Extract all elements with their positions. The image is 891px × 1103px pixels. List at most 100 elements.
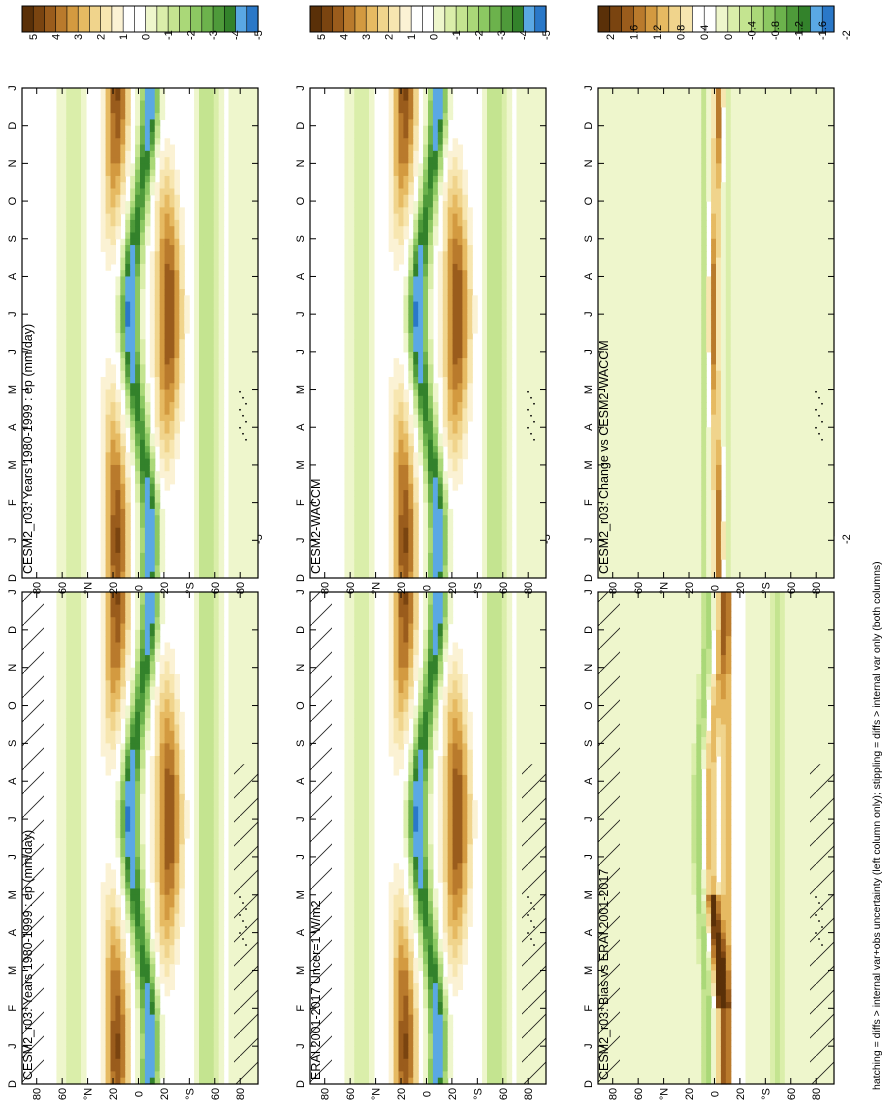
heatmap-cell xyxy=(452,674,459,681)
heatmap-cell xyxy=(393,749,400,757)
heatmap-cell xyxy=(179,920,185,927)
heatmap-cell xyxy=(130,920,136,927)
heatmap-cell xyxy=(393,692,400,700)
lat-label: 80 xyxy=(32,1088,44,1100)
heatmap-cell xyxy=(213,856,220,864)
heatmap-cell xyxy=(437,1002,444,1009)
heatmap-cell xyxy=(120,945,126,953)
heatmap-cell xyxy=(354,1052,360,1060)
heatmap-cell xyxy=(487,869,493,877)
heatmap-cell xyxy=(243,692,249,700)
heatmap-cell xyxy=(359,819,365,826)
heatmap-cell xyxy=(388,907,395,915)
heatmap-cell xyxy=(506,869,513,877)
heatmap-cell xyxy=(447,692,454,700)
heatmap-cell xyxy=(154,718,161,726)
heatmap-cell xyxy=(354,749,360,757)
heatmap-cell xyxy=(393,894,400,902)
heatmap-cell xyxy=(462,863,468,871)
heatmap-cell xyxy=(194,756,200,763)
heatmap-cell xyxy=(388,894,395,902)
heatmap-cell xyxy=(496,686,503,694)
heatmap-cell xyxy=(452,793,459,801)
heatmap-cell xyxy=(218,756,225,763)
heatmap-cell xyxy=(344,1014,350,1022)
heatmap-cell xyxy=(403,913,409,921)
heatmap-cell xyxy=(369,718,375,726)
heatmap-cell xyxy=(174,800,180,808)
heatmap-cell xyxy=(521,661,527,669)
heatmap-cell xyxy=(442,705,449,713)
heatmap-cell xyxy=(164,724,171,732)
heatmap-cell xyxy=(457,875,464,883)
heatmap-cell xyxy=(349,957,355,965)
heatmap-cell xyxy=(516,768,523,776)
heatmap-cell xyxy=(496,926,503,934)
heatmap-cell xyxy=(218,825,225,833)
heatmap-cell xyxy=(66,636,72,644)
heatmap-cell xyxy=(144,938,151,946)
heatmap-cell xyxy=(541,592,547,599)
heatmap-cell xyxy=(125,825,131,833)
heatmap-cell xyxy=(144,661,151,669)
heatmap-cell xyxy=(56,882,62,890)
heatmap-cell xyxy=(423,756,429,763)
heatmap-cell xyxy=(442,655,449,662)
heatmap-cell xyxy=(218,976,225,984)
heatmap-cell xyxy=(501,1020,508,1028)
heatmap-cell xyxy=(408,945,414,953)
heatmap-cell xyxy=(457,957,464,965)
heatmap-cell xyxy=(66,1046,72,1054)
heatmap-cell xyxy=(105,1014,112,1022)
heatmap-cell xyxy=(354,989,360,997)
heatmap-cell xyxy=(526,674,532,681)
heatmap-cell xyxy=(194,730,200,738)
heatmap-cell xyxy=(536,705,542,713)
heatmap-cell xyxy=(144,648,151,656)
heatmap-cell xyxy=(56,1077,62,1085)
heatmap-cell xyxy=(501,1052,508,1060)
heatmap-cell xyxy=(105,724,112,732)
heatmap-cell xyxy=(71,661,77,669)
heatmap-cell xyxy=(199,964,205,972)
heatmap-cell xyxy=(130,838,136,845)
heatmap-cell xyxy=(194,995,200,1003)
heatmap-cell xyxy=(71,989,77,997)
heatmap-cell xyxy=(457,932,464,940)
heatmap-cell xyxy=(388,932,395,940)
heatmap-cell xyxy=(110,655,117,662)
heatmap-cell xyxy=(184,800,190,808)
heatmap-cell xyxy=(208,598,215,606)
heatmap-cell xyxy=(457,938,464,946)
heatmap-cell xyxy=(179,913,185,921)
heatmap-cell xyxy=(56,1014,62,1022)
heatmap-cell xyxy=(179,711,185,719)
heatmap-cell xyxy=(408,875,414,883)
heatmap-cell xyxy=(81,692,87,700)
heatmap-cell xyxy=(140,623,146,631)
heatmap-cell xyxy=(218,730,225,738)
heatmap-cell xyxy=(506,604,513,612)
heatmap-cell xyxy=(418,856,424,864)
heatmap-cell xyxy=(442,781,449,789)
heatmap-cell xyxy=(432,938,439,946)
heatmap-cell xyxy=(135,617,141,625)
heatmap-cell xyxy=(487,938,493,946)
heatmap-cell xyxy=(199,856,205,864)
heatmap-cell xyxy=(61,667,67,675)
heatmap-cell xyxy=(56,1008,62,1016)
heatmap-cell xyxy=(61,964,67,972)
heatmap-cell xyxy=(228,1027,235,1035)
heatmap-cell xyxy=(174,875,180,883)
heatmap-cell xyxy=(233,667,239,675)
heatmap-cell xyxy=(66,863,72,871)
heatmap-cell xyxy=(120,655,126,662)
heatmap-cell xyxy=(526,737,532,744)
heatmap-cell xyxy=(208,932,215,940)
heatmap-cell xyxy=(541,661,547,669)
heatmap-cell xyxy=(120,661,126,669)
heatmap-cell xyxy=(208,888,215,896)
heatmap-cell xyxy=(238,623,244,631)
heatmap-cell xyxy=(516,894,523,902)
